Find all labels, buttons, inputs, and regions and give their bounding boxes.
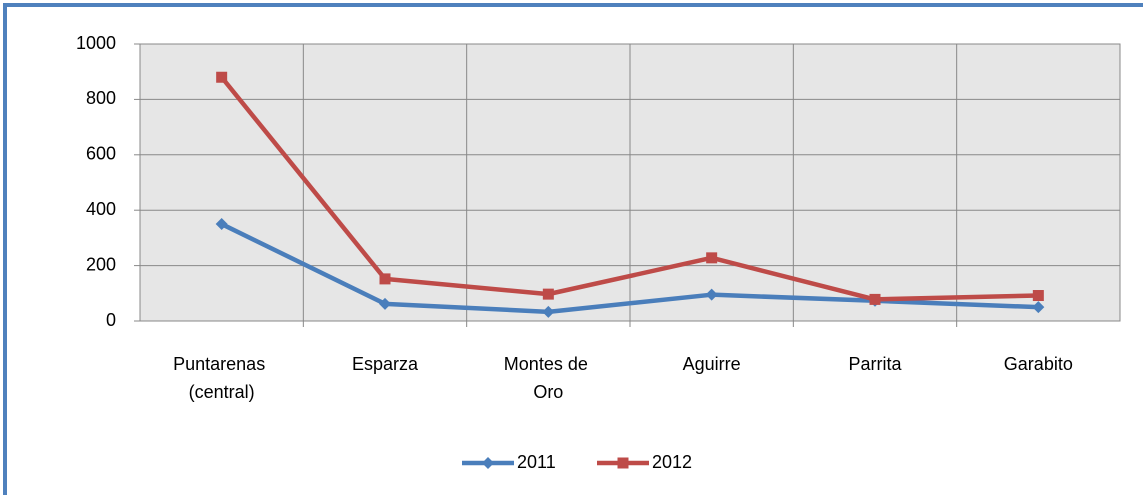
x-tick-label: Parrita: [848, 354, 902, 374]
y-tick-label: 800: [86, 88, 116, 108]
y-tick-label: 600: [86, 144, 116, 164]
x-tick-label: Aguirre: [683, 354, 741, 374]
x-tick-label: Montes de Oro: [504, 354, 593, 402]
y-tick-label: 0: [106, 310, 116, 330]
marker: [542, 288, 554, 300]
y-tick-label: 1000: [76, 33, 116, 53]
x-tick-label: Esparza: [352, 354, 419, 374]
legend-label: 2012: [652, 452, 692, 472]
series-line: [220, 222, 1039, 315]
marker: [216, 71, 228, 83]
series-line: [219, 75, 1039, 302]
marker: [705, 288, 718, 301]
x-tick-label: Puntarenas (central): [173, 354, 270, 402]
x-tick-label: Garabito: [1004, 354, 1073, 374]
y-tick-label: 400: [86, 199, 116, 219]
marker: [869, 293, 881, 305]
marker: [215, 218, 228, 231]
marker: [542, 305, 555, 318]
legend-marker: [482, 457, 494, 469]
marker: [379, 273, 391, 285]
legend-label: 2011: [517, 452, 556, 472]
marker: [1032, 301, 1045, 314]
marker: [1032, 290, 1044, 302]
marker: [379, 297, 391, 310]
y-tick-label: 200: [86, 254, 116, 274]
legend-marker: [617, 457, 629, 469]
marker: [706, 252, 718, 264]
